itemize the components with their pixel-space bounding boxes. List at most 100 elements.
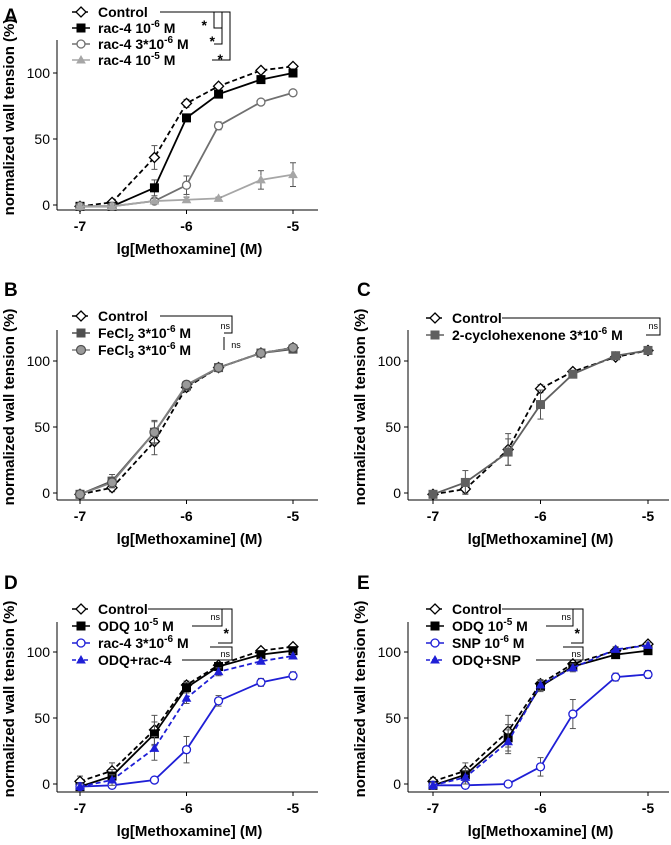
- significance-brackets: ***: [160, 11, 231, 67]
- significance-label: *: [224, 625, 230, 641]
- data-point: [256, 656, 266, 665]
- data-point: [503, 447, 513, 457]
- y-tick-label: 50: [34, 710, 50, 726]
- y-tick-label: 100: [27, 353, 51, 369]
- legend-label: Control: [452, 310, 502, 326]
- series-2: [75, 344, 298, 499]
- data-point: [149, 427, 160, 438]
- data-point: [287, 342, 299, 353]
- data-point: [107, 775, 117, 784]
- legend-label: ODQ 10-5 M: [98, 617, 174, 634]
- significance-label: *: [202, 17, 208, 33]
- series-4: [75, 162, 298, 210]
- legend-entry: rac-4 3*10-6 M: [72, 634, 189, 651]
- series-3: [74, 342, 299, 500]
- y-tick-label: 0: [42, 485, 50, 501]
- significance-label: *: [575, 625, 581, 641]
- legend-entry: SNP 10-6 M: [426, 634, 524, 651]
- data-point: [288, 88, 298, 98]
- legend-marker: [76, 54, 86, 64]
- x-tick-label: -6: [180, 800, 193, 816]
- significance-label: ns: [231, 340, 241, 350]
- significance-label: ns: [571, 649, 581, 659]
- data-point: [148, 151, 161, 164]
- series-4: [75, 650, 298, 791]
- data-point: [181, 194, 192, 204]
- legend-label: Control: [452, 601, 502, 617]
- x-tick-label: -7: [74, 218, 87, 234]
- data-point: [213, 666, 224, 676]
- legend-label: Control: [98, 308, 148, 324]
- data-point: [213, 193, 224, 202]
- data-point: [182, 113, 191, 123]
- bracket: [536, 646, 584, 661]
- x-tick-label: -5: [287, 218, 300, 234]
- data-point: [75, 781, 85, 791]
- significance-label: *: [218, 51, 224, 67]
- legend-entry: FeCl3 3*10-6 M: [72, 341, 191, 361]
- bracket: [148, 608, 233, 644]
- panel-letter: A: [4, 6, 18, 27]
- panel-a: A 0 50 100 -7 -6 -5 lg[Methoxamine] (M) normaliz…: [1, 4, 318, 258]
- x-tick-label: -5: [287, 508, 300, 524]
- legend-entry: Control: [72, 601, 148, 617]
- legend-label: ODQ+rac-4: [98, 652, 172, 668]
- x-axis-label: lg[Methoxamine] (M): [117, 241, 263, 258]
- legend-label: Control: [98, 601, 148, 617]
- significance-brackets: ns * ns: [502, 608, 584, 661]
- legend-label: rac-4 3*10-6 M: [98, 35, 189, 52]
- data-point: [180, 97, 193, 110]
- x-axis-label: lg[Methoxamine] (M): [117, 531, 263, 548]
- data-point: [213, 121, 224, 131]
- legend-label: ODQ+SNP: [452, 652, 521, 668]
- legend-entry: Control: [426, 310, 502, 326]
- y-tick-label: 0: [42, 776, 50, 792]
- y-tick-label: 0: [393, 776, 401, 792]
- significance-label: ns: [220, 321, 230, 331]
- data-point: [288, 671, 298, 681]
- x-tick-label: -5: [642, 800, 655, 816]
- y-axis-label: normalized wall tension (%): [352, 601, 369, 798]
- bracket: [182, 646, 233, 661]
- y-tick-label: 50: [385, 419, 401, 435]
- data-point: [181, 745, 192, 755]
- data-point: [182, 683, 191, 693]
- legend-entry: 2-cyclohexenone 3*10-6 M: [426, 326, 623, 343]
- data-point: [149, 743, 160, 752]
- legend-marker: [76, 638, 86, 648]
- bracket: [502, 608, 584, 644]
- y-tick-label: 50: [34, 131, 50, 147]
- data-point: [288, 68, 298, 78]
- data-point: [503, 779, 513, 789]
- bracket: [502, 317, 661, 336]
- data-point: [255, 347, 267, 359]
- legend-label: FeCl2 3*10-6 M: [98, 324, 191, 344]
- y-axis-label: normalized wall tension (%): [1, 309, 18, 506]
- data-point: [213, 696, 224, 706]
- legend-label: FeCl3 3*10-6 M: [98, 341, 191, 361]
- y-axis-label: normalized wall tension (%): [1, 19, 18, 216]
- x-tick-label: -7: [74, 508, 87, 524]
- series-1: [74, 341, 299, 501]
- data-point: [535, 679, 546, 689]
- significance-label: ns: [210, 612, 220, 622]
- panel-letter: C: [357, 280, 371, 301]
- significance-brackets: ns * ns: [148, 608, 233, 661]
- legend-marker: [75, 6, 87, 18]
- data-point: [643, 669, 653, 680]
- legend-entry: Control: [72, 308, 148, 324]
- series-line: [79, 346, 294, 496]
- data-point: [213, 362, 224, 373]
- data-point: [255, 64, 267, 77]
- x-tick-label: -7: [427, 800, 440, 816]
- legend-entry: FeCl2 3*10-6 M: [72, 324, 191, 344]
- y-tick-label: 50: [34, 419, 50, 435]
- x-tick-label: -7: [427, 508, 440, 524]
- data-point: [149, 196, 160, 205]
- legend-entry: ODQ 10-5 M: [426, 617, 528, 634]
- legend-entry: rac-4 10-5 M: [72, 51, 175, 68]
- legend-label: rac-4 10-6 M: [98, 19, 175, 36]
- legend-entry: rac-4 10-6 M: [72, 19, 175, 36]
- x-axis-label: lg[Methoxamine] (M): [117, 823, 263, 840]
- series-2: [75, 646, 298, 792]
